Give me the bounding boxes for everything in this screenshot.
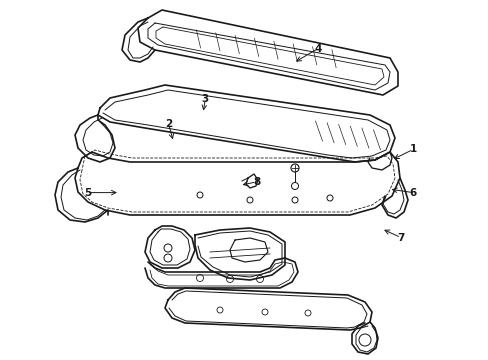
Text: 8: 8: [253, 177, 260, 187]
Text: 7: 7: [396, 233, 404, 243]
Text: 4: 4: [313, 44, 321, 54]
Text: 3: 3: [202, 94, 208, 104]
Text: 1: 1: [409, 144, 416, 154]
Text: 5: 5: [84, 188, 91, 198]
Text: 2: 2: [165, 119, 172, 129]
Text: 6: 6: [409, 188, 416, 198]
